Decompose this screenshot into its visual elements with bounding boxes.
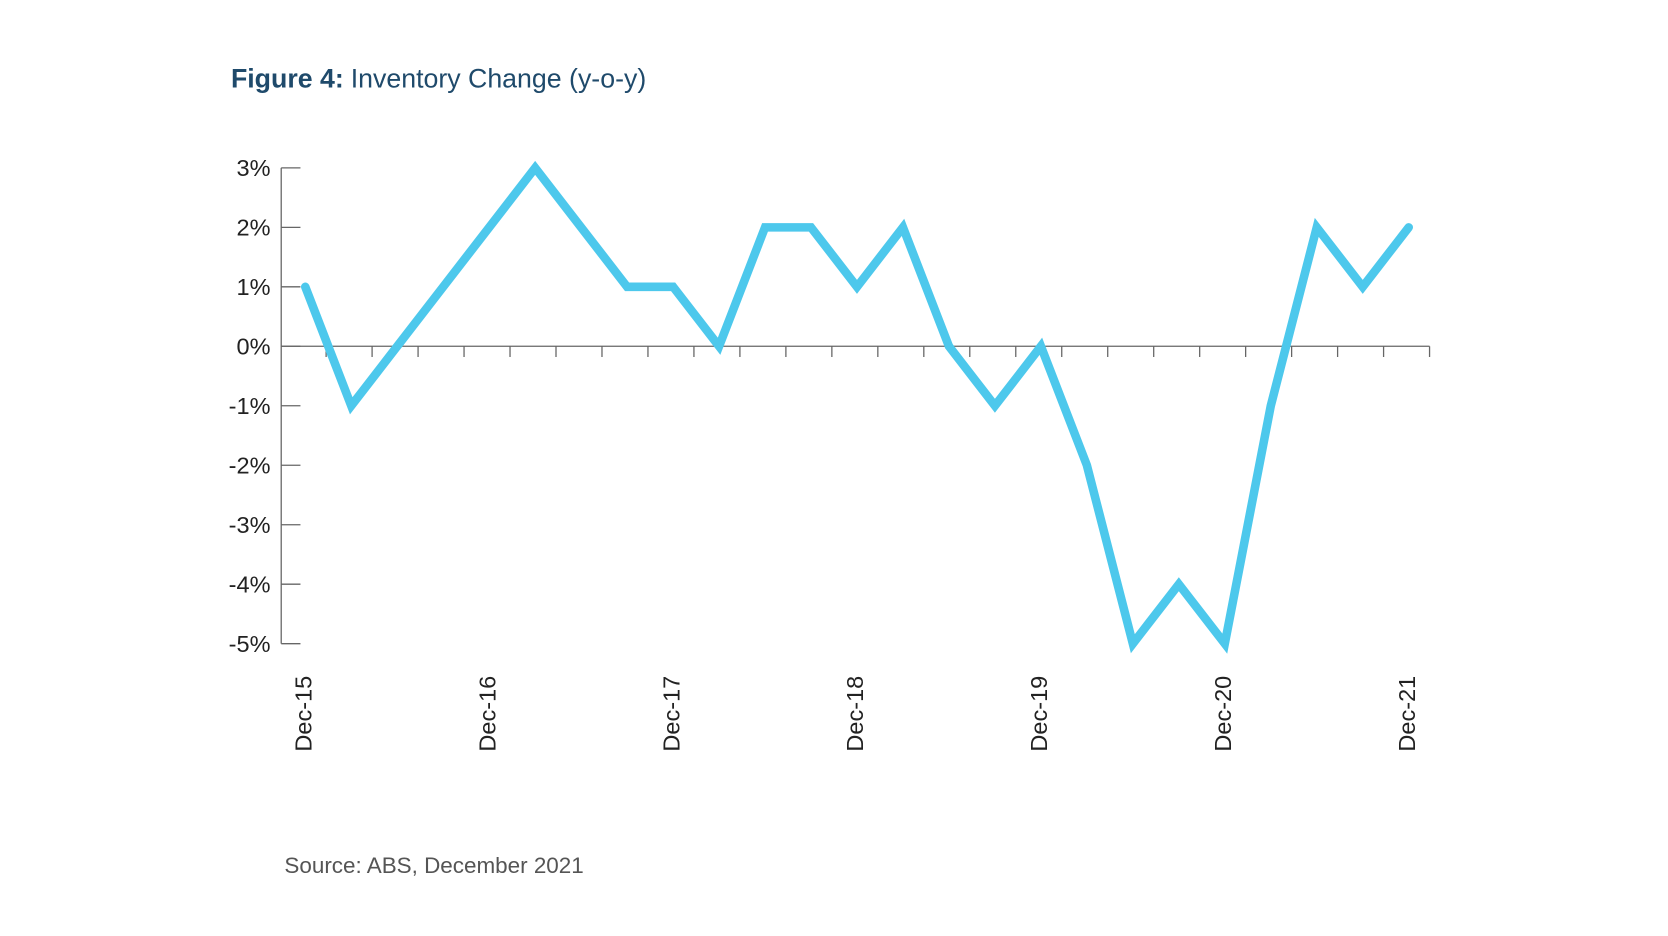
y-tick-label: -4% (229, 572, 271, 598)
y-tick-label: -2% (229, 453, 271, 479)
x-tick-label: Dec-15 (290, 676, 316, 752)
x-tick-label: Dec-16 (474, 676, 500, 752)
y-tick-label: -3% (229, 512, 271, 538)
figure-label: Figure 4: (231, 63, 344, 93)
y-tick-label: 0% (237, 334, 271, 360)
x-tick-label: Dec-17 (658, 676, 684, 752)
data-line (300, 160, 1413, 654)
y-tick-label: 2% (237, 215, 271, 241)
x-tick-label: Dec-20 (1210, 676, 1236, 752)
chart-title: Inventory Change (y-o-y) (351, 63, 647, 93)
x-tick-label: Dec-21 (1394, 676, 1420, 752)
source-note: Source: ABS, December 2021 (284, 853, 583, 878)
y-tick-label: -5% (229, 631, 271, 657)
y-tick-label: 1% (237, 274, 271, 300)
y-tick-label: 3% (237, 155, 271, 181)
x-tick-label: Dec-19 (1026, 676, 1052, 752)
y-tick-label: -1% (229, 393, 271, 419)
x-tick-label: Dec-18 (842, 676, 868, 752)
